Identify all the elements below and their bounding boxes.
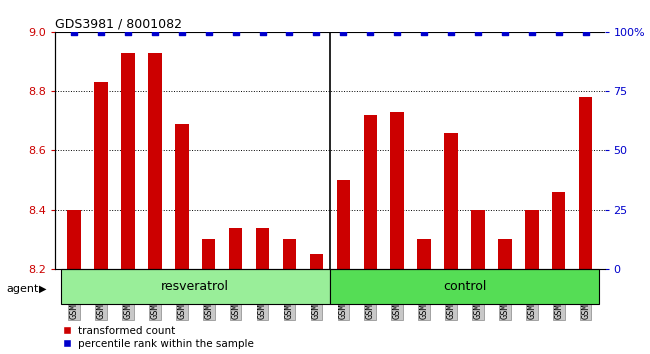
Point xyxy=(446,29,456,35)
Bar xyxy=(525,210,539,269)
Point xyxy=(580,29,591,35)
Bar xyxy=(148,53,162,269)
Text: GDS3981 / 8001082: GDS3981 / 8001082 xyxy=(55,18,182,31)
Bar xyxy=(579,97,592,269)
Point xyxy=(500,29,510,35)
Text: resveratrol: resveratrol xyxy=(161,280,229,293)
Point xyxy=(392,29,402,35)
Bar xyxy=(391,112,404,269)
Bar xyxy=(337,180,350,269)
Bar xyxy=(256,228,269,269)
Bar xyxy=(445,133,458,269)
Legend: transformed count, percentile rank within the sample: transformed count, percentile rank withi… xyxy=(60,326,254,349)
Point xyxy=(311,29,322,35)
Point xyxy=(338,29,348,35)
Bar xyxy=(471,210,485,269)
Bar xyxy=(552,192,566,269)
Text: agent: agent xyxy=(6,284,39,293)
Point xyxy=(203,29,214,35)
Point xyxy=(231,29,241,35)
Point xyxy=(473,29,483,35)
Bar xyxy=(309,254,323,269)
Bar xyxy=(94,82,108,269)
Text: control: control xyxy=(443,280,486,293)
Bar xyxy=(68,210,81,269)
Text: ▶: ▶ xyxy=(38,284,46,293)
Point xyxy=(257,29,268,35)
Point xyxy=(419,29,429,35)
Point xyxy=(150,29,160,35)
Bar xyxy=(229,228,242,269)
Point xyxy=(365,29,376,35)
Point xyxy=(284,29,294,35)
Bar xyxy=(498,239,512,269)
Bar xyxy=(202,239,215,269)
Point xyxy=(123,29,133,35)
Bar xyxy=(417,239,431,269)
Bar xyxy=(60,269,330,304)
Bar xyxy=(175,124,188,269)
Point xyxy=(177,29,187,35)
Bar xyxy=(330,269,599,304)
Point xyxy=(69,29,79,35)
Point xyxy=(96,29,106,35)
Bar xyxy=(363,115,377,269)
Point xyxy=(526,29,537,35)
Point xyxy=(554,29,564,35)
Bar xyxy=(121,53,135,269)
Bar xyxy=(283,239,296,269)
